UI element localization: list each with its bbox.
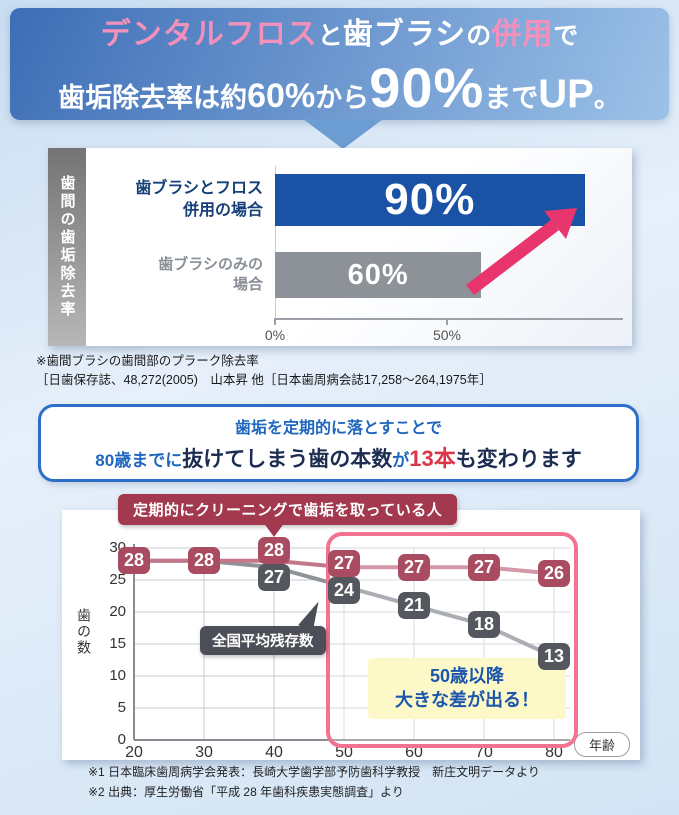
hero-pointer-triangle xyxy=(303,119,383,149)
hero-line2-seg-5: UP xyxy=(538,71,594,116)
bar-rows: 歯ブラシとフロス 併用の場合 90% 歯ブラシのみの 場合 60% xyxy=(86,148,626,298)
hero-line2-seg-3: 90% xyxy=(369,55,485,119)
info-line2-seg-2: が xyxy=(392,450,410,470)
line-ytick-0: 0 xyxy=(117,731,126,748)
line-chart-y-axis-title: 歯の数 xyxy=(76,608,92,656)
line-chart-card: 歯の数 50歳以降 大きな差が出る！ 年齢 全国平均残存数 0 5 10 15 20 25… xyxy=(62,510,640,761)
bar-label-1: 歯ブラシのみの 場合 xyxy=(158,255,263,293)
footer-notes: ※1 日本臨床歯周病学会発表：長崎大学歯学部予防歯科学教授 新庄文明データより ※… xyxy=(88,762,540,803)
hero-line2-seg-4: まで xyxy=(484,82,539,113)
marker-series1-age70: 18 xyxy=(468,611,500,639)
up-arrow-icon xyxy=(466,208,577,296)
line-xtick-20: 20 xyxy=(125,744,143,761)
line-ytick-10: 10 xyxy=(109,667,126,684)
marker-series0-age50: 27 xyxy=(328,549,360,577)
line-xtick-70: 70 xyxy=(475,744,493,761)
badge-regular-cleaning: 定期的にクリーニングで歯垢を取っている人 xyxy=(118,494,458,525)
bar-footnote-line-0: ※歯間ブラシの歯間部のプラーク除去率 xyxy=(36,354,259,368)
bar-xtick-label-0: 0% xyxy=(264,327,286,343)
hero-line1-seg-0: デンタルフロス xyxy=(100,17,318,51)
bar-track-0: 90% xyxy=(275,174,619,226)
info-line2-seg-0: 80歳までに xyxy=(95,450,183,470)
line-ytick-5: 5 xyxy=(117,699,126,716)
info-line2-seg-4: も変わります xyxy=(455,447,582,471)
marker-series1-age80: 13 xyxy=(538,643,570,671)
footer-note-1: ※2 出典：厚生労働省「平成 28 年歯科疾患実態調査」より xyxy=(88,785,404,800)
badge-national-average: 全国平均残存数 xyxy=(200,626,326,655)
bar-track-1: 60% xyxy=(275,252,619,298)
line-chart-plot: 歯の数 50歳以降 大きな差が出る！ 年齢 全国平均残存数 0 5 10 15 20 25… xyxy=(62,510,640,761)
bar-1: 60% xyxy=(275,252,482,298)
hero-line1-seg-1: と xyxy=(317,21,343,50)
hero-line1-seg-2: 歯ブラシ xyxy=(342,17,467,51)
annotation-note: 50歳以降 大きな差が出る！ xyxy=(368,658,566,719)
bar-value-0: 90% xyxy=(384,175,476,224)
hero-line2-seg-2: から xyxy=(315,82,370,113)
hero-banner: デンタルフロスと歯ブラシの併用で 歯垢除去率は約 60% から 90% まで UP。 xyxy=(10,8,669,120)
hero-line1-seg-5: で xyxy=(553,21,579,50)
hero-line2-seg-1: 60% xyxy=(247,76,316,115)
hero-title-line1: デンタルフロスと歯ブラシの併用で xyxy=(101,9,578,53)
line-xtick-50: 50 xyxy=(335,744,353,761)
marker-series1-age60: 21 xyxy=(398,592,430,620)
bar-chart-x-axis xyxy=(275,318,623,320)
bar-label-0: 歯ブラシとフロス 併用の場合 xyxy=(135,180,263,219)
bar-0: 90% xyxy=(275,174,585,226)
line-xtick-60: 60 xyxy=(405,744,423,761)
marker-series1-age50: 24 xyxy=(328,576,360,604)
bar-row-1: 歯ブラシのみの 場合 60% xyxy=(86,252,626,298)
hero-line2-seg-0: 歯垢除去率は約 xyxy=(58,82,248,113)
line-ytick-25: 25 xyxy=(109,571,126,588)
info-box-line2: 80歳までに 抜けてしまう歯の本数が 13本 も変わります xyxy=(95,441,581,473)
bar-row-0: 歯ブラシとフロス 併用の場合 90% xyxy=(86,174,626,226)
line-xtick-30: 30 xyxy=(195,744,213,761)
footer-note-0: ※1 日本臨床歯周病学会発表：長崎大学歯学部予防歯科学教授 新庄文明データより xyxy=(88,765,540,779)
hero-line1-seg-4: 併用 xyxy=(491,17,554,51)
line-xtick-80: 80 xyxy=(545,744,563,761)
bar-chart-y-axis-title: 歯間の歯垢除去率 xyxy=(48,148,86,346)
marker-series0-age30: 28 xyxy=(188,547,220,575)
bar-chart-footnote: ※歯間ブラシの歯間部のプラーク除去率 ［日歯保存誌、48,272(2005) 山本… xyxy=(36,352,492,391)
bar-chart-zero-line xyxy=(275,166,276,318)
info-box: 歯垢を定期的に落とすことで 80歳までに 抜けてしまう歯の本数が 13本 も変わります xyxy=(38,404,639,482)
badge-cleaning-pointer-icon xyxy=(263,522,285,537)
bar-chart: 歯ブラシとフロス 併用の場合 90% 歯ブラシのみの 場合 60% 0% 50% xyxy=(86,148,626,346)
line-ytick-15: 15 xyxy=(109,635,126,652)
info-line2-seg-3: 13本 xyxy=(409,445,456,471)
info-box-line1: 歯垢を定期的に落とすことで xyxy=(234,419,443,437)
hero-title-line2: 歯垢除去率は約 60% から 90% まで UP。 xyxy=(58,55,621,120)
marker-series0-age70: 27 xyxy=(468,553,500,581)
line-xtick-40: 40 xyxy=(265,744,283,761)
marker-series0-age60: 27 xyxy=(398,553,430,581)
age-axis-label: 年齢 xyxy=(574,732,630,757)
bar-footnote-line-1: ［日歯保存誌、48,272(2005) 山本昇 他［日本歯周病会誌17,258～… xyxy=(36,373,492,388)
marker-series0-age40: 28 xyxy=(258,537,290,564)
hero-line1-seg-3: の xyxy=(466,21,492,50)
bar-chart-card: 歯間の歯垢除去率 歯ブラシとフロス 併用の場合 90% 歯ブラシのみの 場合 60% … xyxy=(48,148,632,346)
marker-series0-age80: 26 xyxy=(538,560,570,588)
marker-series0-age20: 28 xyxy=(118,547,150,575)
marker-series1-age40: 27 xyxy=(258,564,290,591)
hero-line2-seg-6: 。 xyxy=(593,82,621,113)
bar-xtick-label-1: 50% xyxy=(432,327,462,343)
bar-value-1: 60% xyxy=(347,258,409,291)
info-line2-seg-1: 抜けてしまう歯の本数 xyxy=(182,447,393,471)
line-ytick-20: 20 xyxy=(109,603,126,620)
